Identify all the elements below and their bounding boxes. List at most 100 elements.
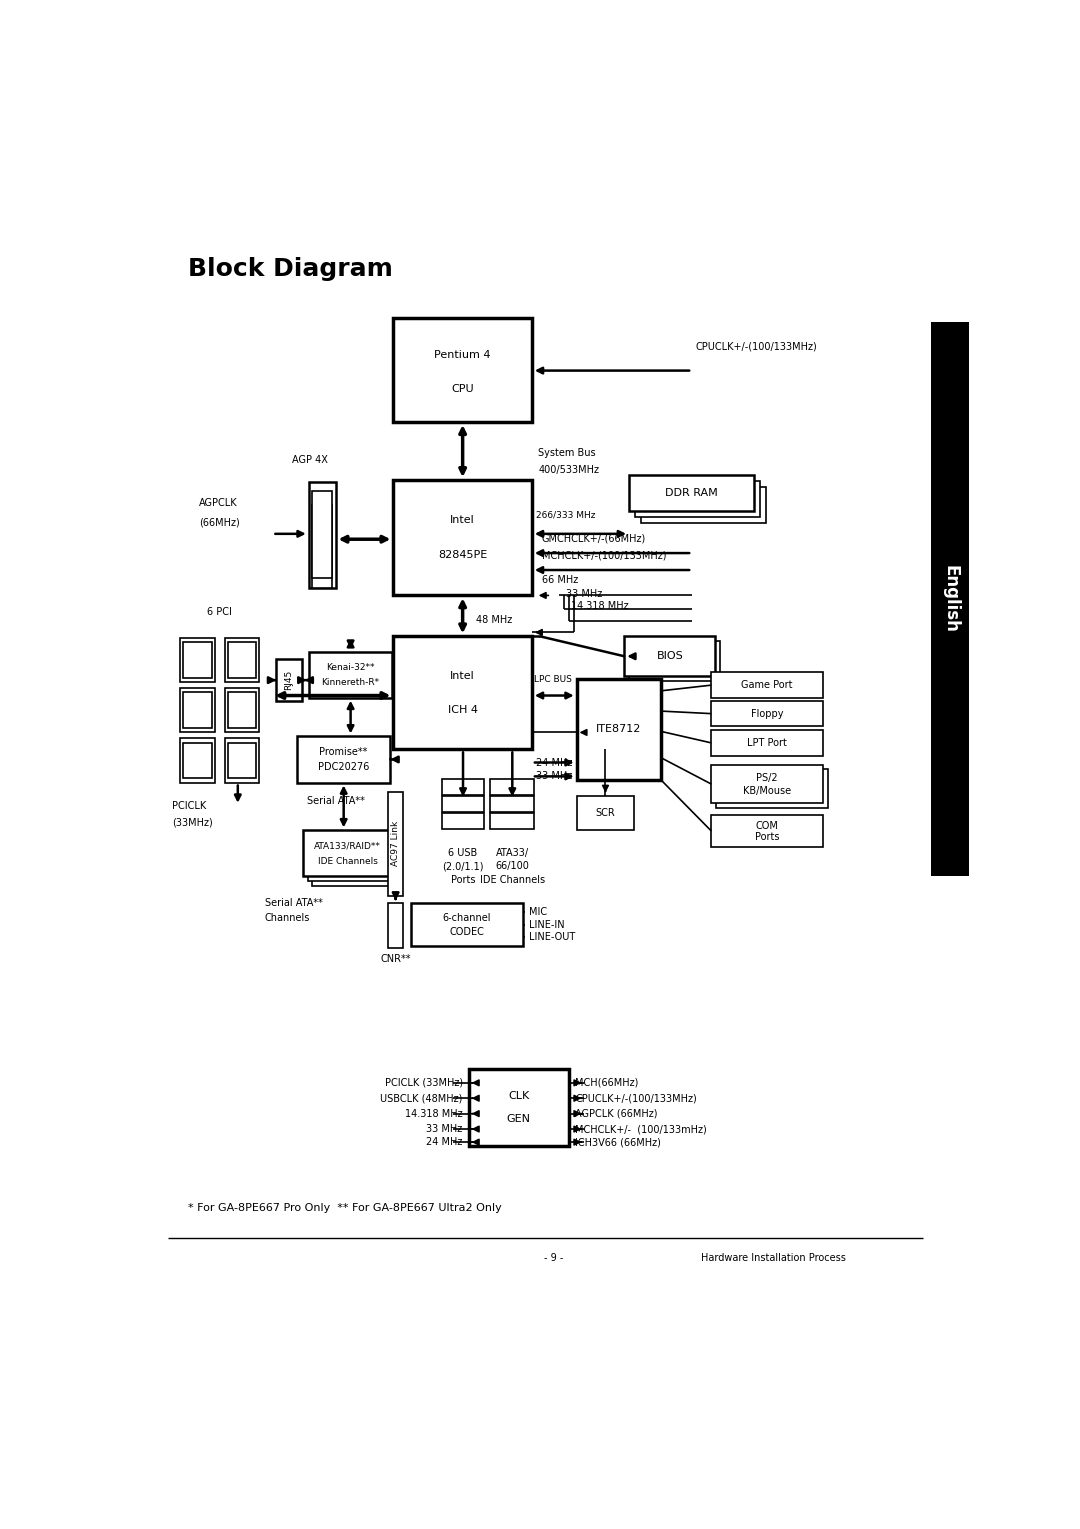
Text: Kinnereth-R*: Kinnereth-R* (322, 677, 380, 687)
Bar (931, 323, 970, 876)
Bar (184, 743, 212, 778)
Text: Hardware Installation Process: Hardware Installation Process (701, 1252, 846, 1263)
Text: ICH 4: ICH 4 (447, 705, 477, 716)
Text: USBCLK (48MHz): USBCLK (48MHz) (380, 1093, 462, 1104)
Text: AGPCLK (66MHz): AGPCLK (66MHz) (575, 1109, 658, 1119)
Bar (312, 491, 332, 578)
Text: Serial ATA**: Serial ATA** (307, 797, 365, 806)
Text: (33MHz): (33MHz) (173, 818, 213, 827)
Bar (225, 739, 259, 783)
Text: 400/533MHz: 400/533MHz (538, 465, 599, 476)
Text: 266/333 MHz: 266/333 MHz (536, 511, 595, 520)
Bar (276, 659, 301, 700)
Bar (642, 486, 766, 523)
Text: MCHCLK+/-(100/133MHz): MCHCLK+/-(100/133MHz) (542, 550, 666, 561)
Text: BIOS: BIOS (657, 651, 684, 661)
Bar (180, 688, 215, 732)
Bar (712, 764, 823, 803)
Text: 6 USB: 6 USB (448, 849, 477, 858)
Text: Game Port: Game Port (742, 680, 793, 690)
Text: English: English (941, 566, 959, 633)
Text: AC97 Link: AC97 Link (391, 821, 401, 867)
Text: 82845PE: 82845PE (438, 550, 487, 560)
Bar (309, 482, 336, 587)
Bar (184, 693, 212, 728)
Text: 66/100: 66/100 (496, 861, 529, 872)
Text: PCICLK: PCICLK (173, 801, 206, 810)
Bar (411, 904, 523, 946)
Text: RJ45: RJ45 (284, 670, 294, 690)
Text: 24 MHz: 24 MHz (427, 1138, 462, 1147)
Bar (577, 679, 661, 780)
Bar (712, 815, 823, 847)
Bar (388, 904, 403, 948)
Text: MCH(66MHz): MCH(66MHz) (575, 1078, 638, 1087)
Text: Serial ATA**: Serial ATA** (265, 898, 323, 908)
Text: 24 MHz: 24 MHz (537, 757, 572, 768)
Bar (225, 688, 259, 732)
Text: MCHCLK+/-  (100/133mHz): MCHCLK+/- (100/133mHz) (575, 1124, 706, 1135)
Text: MIC: MIC (529, 907, 546, 917)
Text: LPT Port: LPT Port (747, 739, 787, 748)
Bar (716, 769, 827, 807)
Text: COM: COM (756, 821, 779, 832)
Bar (577, 795, 634, 830)
Text: PCICLK (33MHz): PCICLK (33MHz) (384, 1078, 462, 1087)
Text: IDE Channels: IDE Channels (480, 875, 545, 885)
Text: 33 MHz: 33 MHz (537, 771, 572, 781)
Text: LINE-OUT: LINE-OUT (529, 933, 576, 942)
Text: CODEC: CODEC (449, 927, 484, 937)
Text: 6 PCI: 6 PCI (207, 607, 232, 618)
Text: 14.318 MHz: 14.318 MHz (571, 601, 629, 610)
Bar (442, 813, 484, 829)
Text: AGPCLK: AGPCLK (200, 498, 238, 508)
Text: Kenai-32**: Kenai-32** (326, 664, 375, 671)
Text: CPU: CPU (451, 384, 474, 394)
Bar (303, 830, 392, 876)
Text: Channels: Channels (265, 913, 310, 924)
Bar (393, 318, 532, 422)
Bar (712, 700, 823, 726)
Bar (490, 780, 535, 795)
Bar (312, 839, 401, 885)
Text: Floppy: Floppy (751, 708, 783, 719)
Text: GEN: GEN (507, 1115, 531, 1124)
Text: (2.0/1.1): (2.0/1.1) (443, 861, 484, 872)
Bar (228, 642, 256, 677)
Bar (635, 480, 760, 517)
Text: System Bus: System Bus (538, 448, 596, 459)
Bar (712, 731, 823, 755)
Text: Promise**: Promise** (320, 748, 368, 757)
Bar (308, 835, 396, 881)
Bar (312, 506, 332, 587)
Text: Ports: Ports (755, 832, 780, 842)
Text: 48 MHz: 48 MHz (476, 615, 513, 625)
Text: LINE-IN: LINE-IN (529, 919, 565, 930)
Text: CPUCLK+/-(100/133MHz): CPUCLK+/-(100/133MHz) (575, 1093, 697, 1104)
Text: PS/2: PS/2 (756, 774, 778, 783)
Text: ICH3V66 (66MHz): ICH3V66 (66MHz) (575, 1138, 661, 1147)
Text: PDC20276: PDC20276 (318, 763, 369, 772)
Text: Pentium 4: Pentium 4 (434, 350, 491, 359)
Bar (297, 737, 390, 783)
Bar (442, 797, 484, 812)
Text: AGP 4X: AGP 4X (292, 456, 327, 465)
Text: CNR**: CNR** (380, 954, 410, 963)
Text: - 9 -: - 9 - (544, 1252, 563, 1263)
Text: 14.318 MHz: 14.318 MHz (405, 1109, 462, 1119)
Text: 6-channel: 6-channel (443, 913, 491, 924)
Bar (469, 1069, 569, 1145)
Text: GMCHCLK+/-(66MHz): GMCHCLK+/-(66MHz) (542, 534, 646, 544)
Bar (184, 642, 212, 677)
Bar (393, 636, 532, 749)
Text: CLK: CLK (509, 1090, 529, 1101)
Bar (309, 651, 392, 697)
Text: Ports: Ports (450, 875, 475, 885)
Text: 33 MHz: 33 MHz (427, 1124, 462, 1135)
Text: 66 MHz: 66 MHz (542, 575, 578, 586)
Text: ITE8712: ITE8712 (596, 725, 642, 734)
Bar (442, 780, 484, 795)
Text: * For GA-8PE667 Pro Only  ** For GA-8PE667 Ultra2 Only: * For GA-8PE667 Pro Only ** For GA-8PE66… (188, 1203, 501, 1212)
Text: 33 MHz: 33 MHz (566, 589, 602, 599)
Bar (228, 693, 256, 728)
